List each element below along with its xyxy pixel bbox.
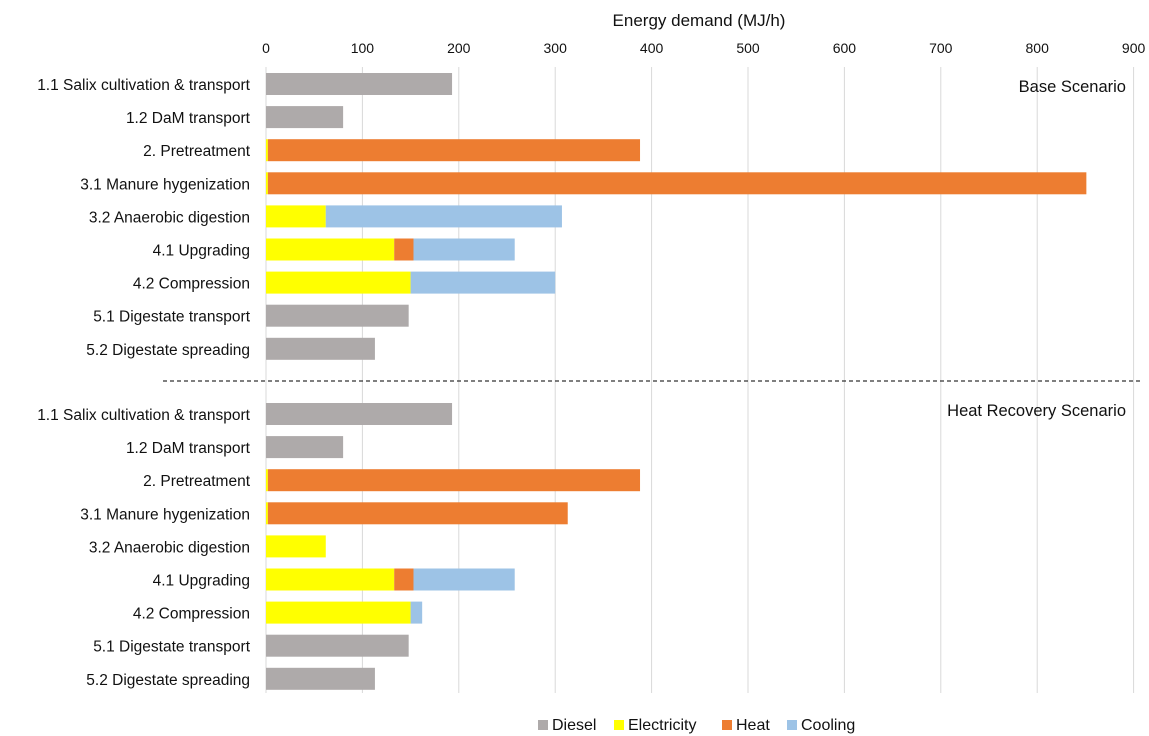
bar-heat: [394, 568, 414, 591]
bar-heat: [267, 502, 568, 525]
bar-diesel: [266, 634, 409, 657]
bar-heat: [267, 172, 1087, 195]
category-label: 4.1 Upgrading: [153, 243, 250, 260]
bar-diesel: [266, 337, 375, 360]
category-label: 4.2 Compression: [133, 606, 250, 623]
category-label: 5.2 Digestate spreading: [86, 342, 250, 359]
x-tick-label: 200: [447, 40, 471, 56]
gridlines: [265, 67, 1135, 693]
legend-swatch-electricity: [614, 720, 624, 730]
category-label: 3.2 Anaerobic digestion: [89, 209, 250, 226]
scenario-label: Base Scenario: [1019, 78, 1126, 96]
category-label: 3.1 Manure hygenization: [80, 176, 250, 193]
bars: [266, 73, 1087, 690]
bar-diesel: [266, 403, 453, 425]
bar-diesel: [266, 667, 375, 690]
x-tick-label: 300: [544, 40, 568, 56]
category-label: 1.2 DaM transport: [126, 440, 251, 457]
category-label: 5.1 Digestate transport: [93, 639, 251, 656]
x-tick-label: 100: [351, 40, 375, 56]
legend-label: Heat: [736, 717, 770, 734]
bar-cooling: [410, 271, 556, 294]
legend-swatch-diesel: [538, 720, 548, 730]
x-tick-label: 800: [1026, 40, 1050, 56]
bar-electricity: [266, 535, 326, 558]
legend-label: Cooling: [801, 717, 855, 734]
scenario-labels: Base Scenario Heat Recovery Scenario: [947, 78, 1126, 420]
category-label: 1.1 Salix cultivation & transport: [37, 407, 250, 424]
category-label: 2. Pretreatment: [143, 143, 251, 160]
x-tick-labels: 0 100 200 300 400 500 600 700 800 900: [262, 40, 1145, 56]
category-label: 4.2 Compression: [133, 276, 250, 293]
x-tick-label: 0: [262, 40, 270, 56]
bar-diesel: [266, 304, 409, 327]
legend: Diesel Electricity Heat Cooling: [538, 717, 855, 734]
category-label: 1.2 DaM transport: [126, 110, 251, 127]
category-label: 1.1 Salix cultivation & transport: [37, 77, 250, 94]
category-label: 2. Pretreatment: [143, 473, 251, 490]
category-label: 3.2 Anaerobic digestion: [89, 539, 250, 556]
bar-electricity: [266, 139, 268, 162]
bar-cooling: [325, 205, 562, 228]
category-label: 5.1 Digestate transport: [93, 309, 251, 326]
legend-swatch-cooling: [787, 720, 797, 730]
legend-label: Electricity: [628, 717, 696, 734]
bar-diesel: [266, 106, 344, 129]
bar-cooling: [413, 238, 515, 261]
bar-electricity: [266, 271, 411, 294]
category-label: 4.1 Upgrading: [153, 573, 250, 590]
x-tick-label: 500: [736, 40, 760, 56]
legend-swatch-heat: [722, 720, 732, 730]
category-label: 5.2 Digestate spreading: [86, 672, 250, 689]
x-tick-label: 600: [833, 40, 857, 56]
category-label: 3.1 Manure hygenization: [80, 506, 250, 523]
bar-cooling: [413, 568, 515, 591]
scenario-label: Heat Recovery Scenario: [947, 402, 1126, 420]
bar-heat: [394, 238, 414, 261]
bar-electricity: [266, 172, 268, 195]
x-tick-label: 900: [1122, 40, 1146, 56]
legend-label: Diesel: [552, 717, 596, 734]
x-tick-label: 700: [929, 40, 953, 56]
bar-electricity: [266, 601, 411, 624]
bar-electricity: [266, 205, 326, 228]
bar-diesel: [266, 436, 344, 459]
bar-electricity: [266, 469, 268, 492]
bar-diesel: [266, 73, 453, 95]
category-labels: 1.1 Salix cultivation & transport 1.2 DaM…: [37, 77, 251, 689]
bar-heat: [267, 469, 641, 492]
bar-electricity: [266, 568, 395, 591]
x-axis-title: Energy demand (MJ/h): [613, 11, 786, 30]
bar-electricity: [266, 238, 395, 261]
x-tick-label: 400: [640, 40, 664, 56]
bar-heat: [267, 139, 641, 162]
bar-cooling: [410, 601, 423, 624]
bar-electricity: [266, 502, 268, 525]
